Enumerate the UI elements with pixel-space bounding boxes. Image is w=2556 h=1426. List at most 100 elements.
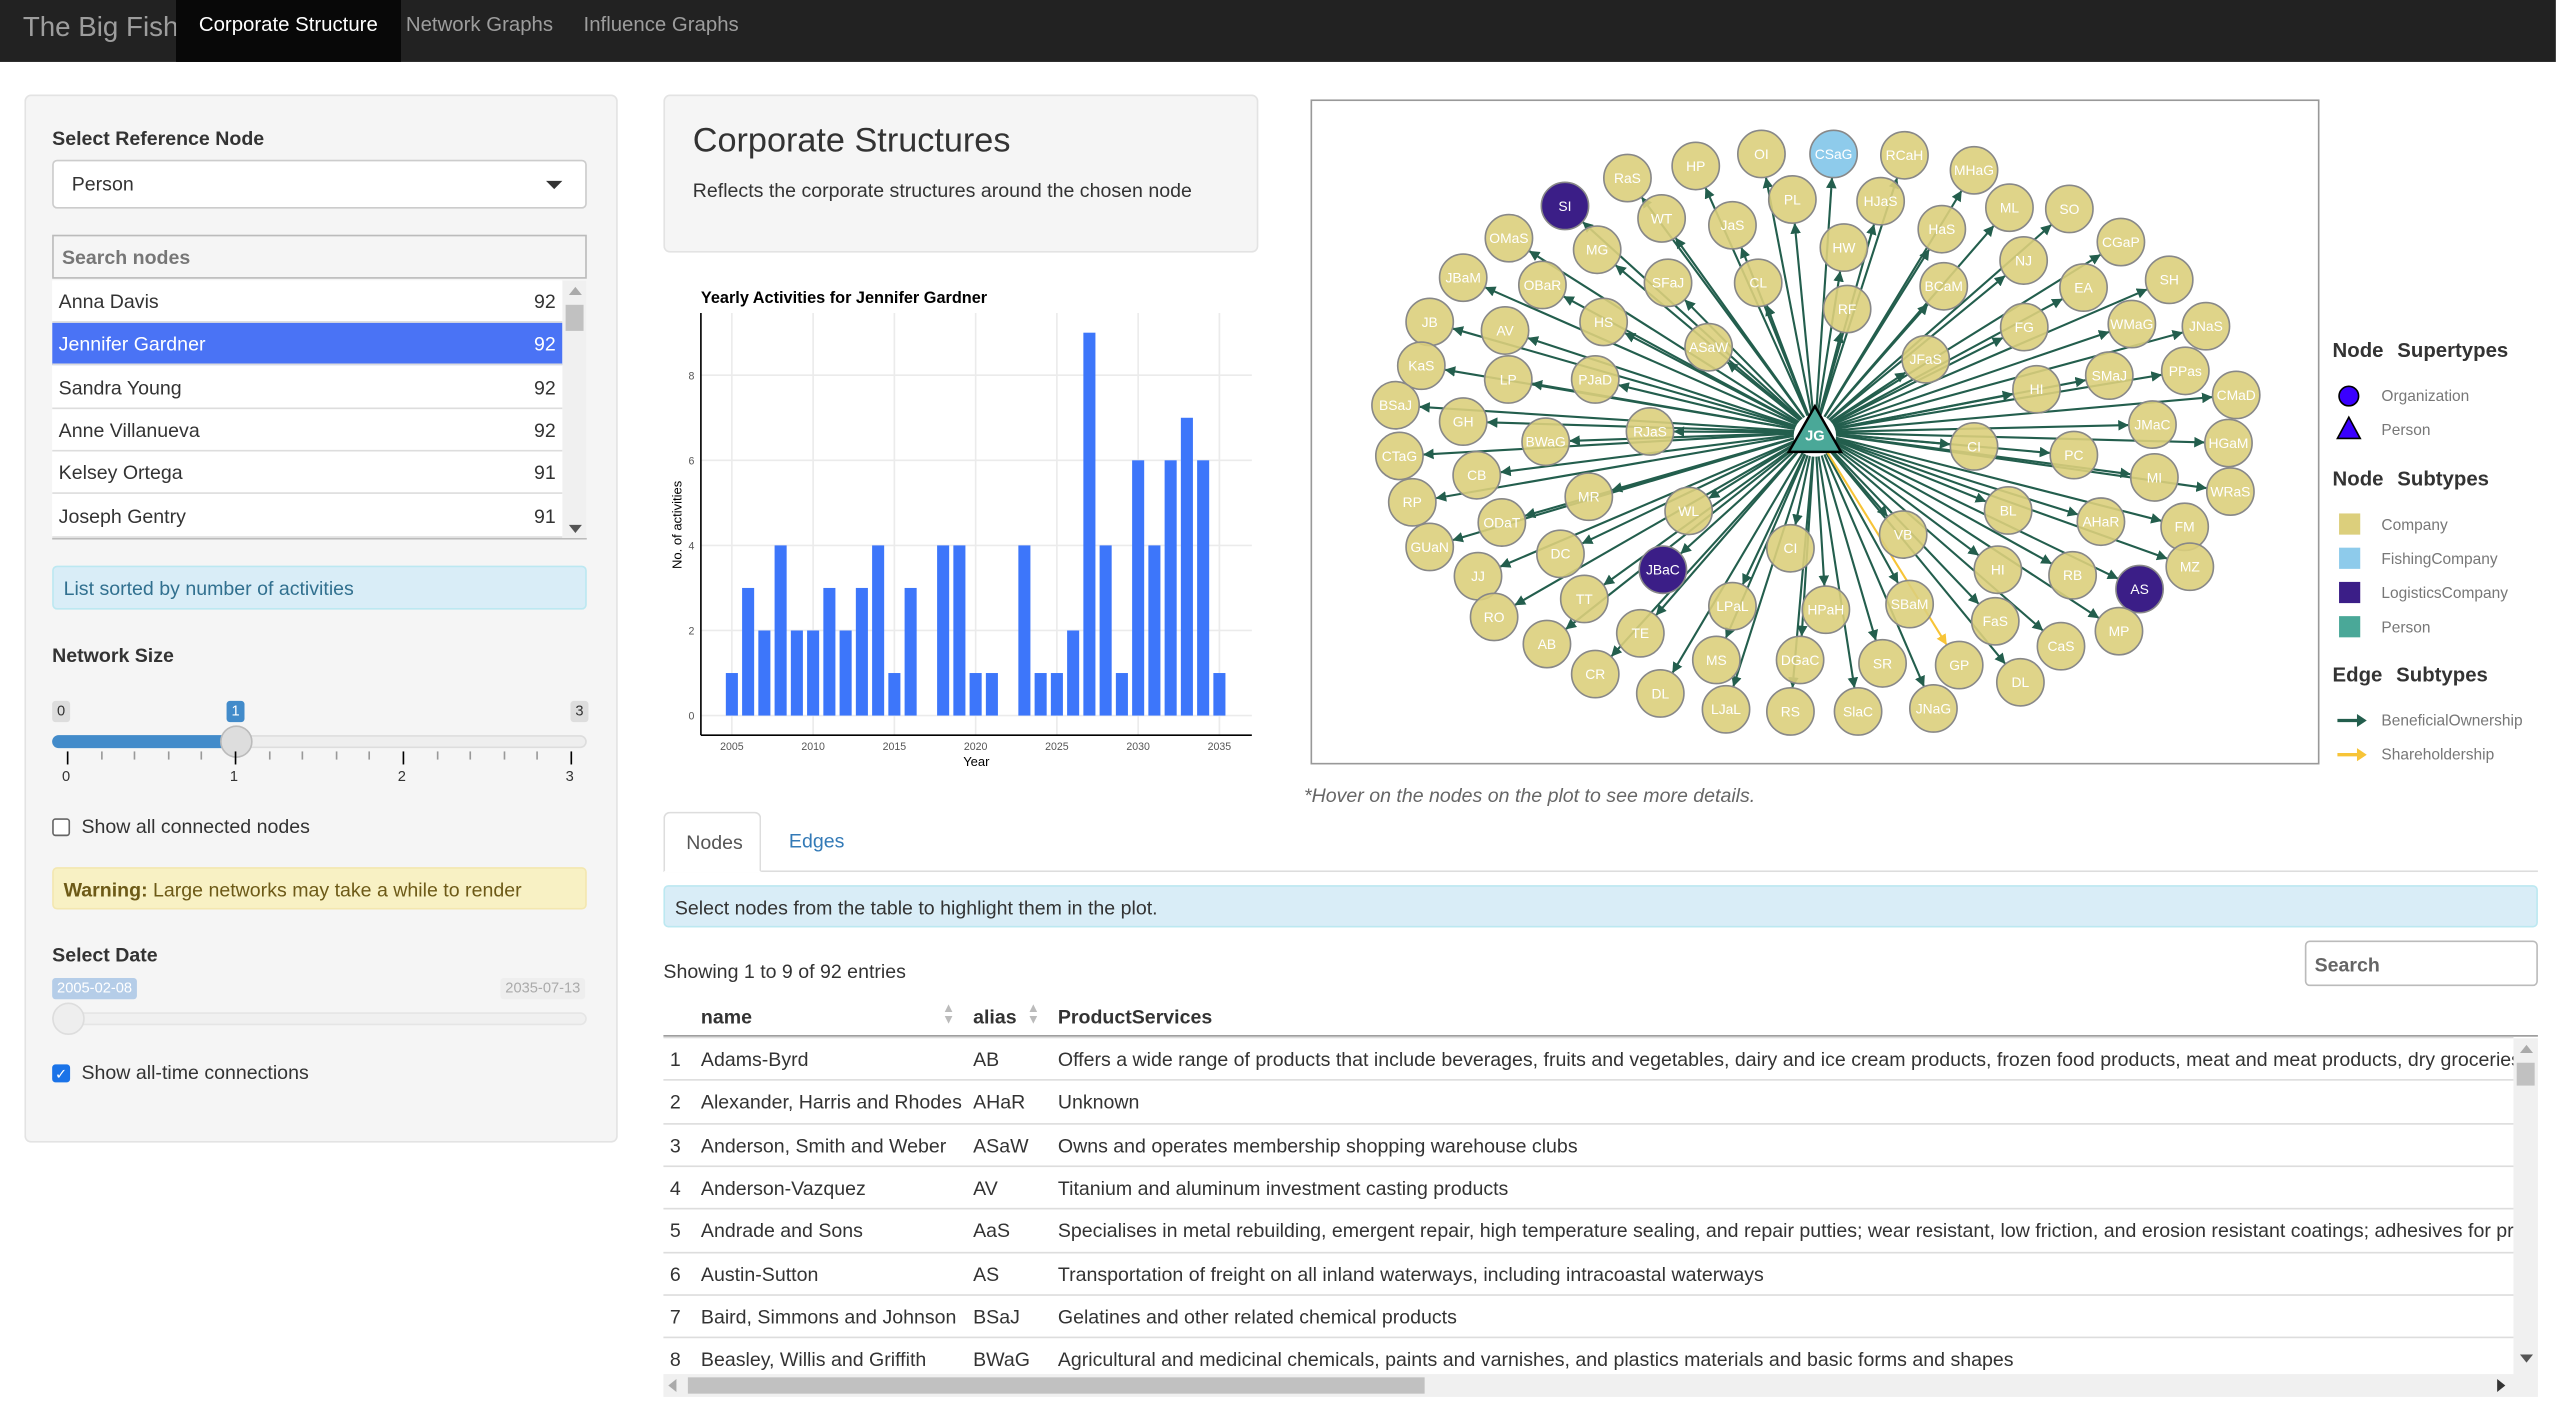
table-row[interactable]: 7 Baird, Simmons and Johnson BSaJ Gelatines… bbox=[663, 1293, 2514, 1336]
node-cmad[interactable]: CMaD bbox=[2211, 370, 2261, 420]
node-circle[interactable] bbox=[1973, 545, 2023, 595]
node-ahar[interactable]: AHaR bbox=[2076, 497, 2126, 547]
brand[interactable]: The Big Fish bbox=[22, 11, 179, 43]
scroll-left-icon[interactable] bbox=[668, 1378, 677, 1393]
node-bwag[interactable]: BWaG bbox=[1521, 417, 1571, 467]
node-circle[interactable] bbox=[1999, 236, 2049, 285]
node-si[interactable]: SI bbox=[1540, 181, 1590, 231]
node-list-item[interactable]: Kelsey Ortega 91 bbox=[52, 452, 563, 495]
table-row[interactable]: 1 Adams-Byrd AB Offers a wide range of prod… bbox=[663, 1036, 2514, 1079]
bar-2014[interactable] bbox=[872, 545, 885, 716]
bar-2035[interactable] bbox=[1213, 673, 1226, 716]
node-wt[interactable]: WT bbox=[1637, 193, 1687, 243]
table-search-input[interactable]: Search bbox=[2304, 940, 2538, 987]
tab-corporate-structure[interactable]: Corporate Structure bbox=[176, 0, 401, 62]
node-circle[interactable] bbox=[2128, 400, 2177, 450]
node-bcam[interactable]: BCaM bbox=[1919, 261, 1969, 311]
node-circle[interactable] bbox=[1801, 585, 1851, 635]
sort-icon[interactable]: ▲ ▼ bbox=[942, 1000, 956, 1027]
bar-2012[interactable] bbox=[839, 630, 852, 716]
node-circle[interactable] bbox=[1664, 486, 1714, 536]
alltime-checkbox[interactable]: ✓ bbox=[52, 1064, 71, 1083]
node-te[interactable]: TE bbox=[1615, 608, 1665, 658]
node-ctag[interactable]: CTaG bbox=[1374, 431, 1424, 481]
node-circle[interactable] bbox=[1733, 258, 1783, 308]
node-circle[interactable] bbox=[1570, 355, 1620, 404]
bar-2006[interactable] bbox=[742, 587, 755, 716]
node-ppas[interactable]: PPas bbox=[2160, 346, 2210, 396]
node-hi[interactable]: HI bbox=[2012, 364, 2061, 414]
node-kas[interactable]: KaS bbox=[1396, 341, 1446, 391]
node-pjad[interactable]: PJaD bbox=[1570, 355, 1620, 404]
node-circle[interactable] bbox=[2012, 364, 2061, 414]
node-circle[interactable] bbox=[1579, 297, 1629, 347]
node-lp[interactable]: LP bbox=[1483, 355, 1533, 404]
node-dc[interactable]: DC bbox=[1536, 529, 1585, 579]
table-row[interactable]: 6 Austin-Sutton AS Transportation of freigh… bbox=[663, 1251, 2514, 1293]
scroll-up-icon[interactable] bbox=[568, 286, 582, 296]
node-mz[interactable]: MZ bbox=[2165, 542, 2215, 592]
node-circle[interactable] bbox=[1934, 640, 1984, 690]
bar-2009[interactable] bbox=[790, 630, 803, 716]
node-circle[interactable] bbox=[1540, 181, 1590, 231]
node-circle[interactable] bbox=[2204, 418, 2253, 468]
node-obar[interactable]: OBaR bbox=[1517, 260, 1567, 310]
node-sh[interactable]: SH bbox=[2144, 255, 2194, 305]
node-circle[interactable] bbox=[1856, 176, 1906, 226]
node-bsaj[interactable]: BSaJ bbox=[1371, 380, 1421, 430]
search-nodes-input[interactable]: Search nodes bbox=[52, 234, 587, 279]
node-circle[interactable] bbox=[1671, 141, 1721, 191]
node-sbam[interactable]: SBaM bbox=[1885, 579, 1935, 629]
bar-2019[interactable] bbox=[953, 545, 966, 716]
node-dgac[interactable]: DGaC bbox=[1775, 635, 1825, 685]
scroll-thumb[interactable] bbox=[565, 304, 584, 331]
node-sfaj[interactable]: SFaJ bbox=[1643, 258, 1693, 308]
node-circle[interactable] bbox=[1999, 302, 2049, 352]
node-gp[interactable]: GP bbox=[1934, 640, 1984, 690]
node-circle[interactable] bbox=[2160, 346, 2210, 396]
node-circle[interactable] bbox=[1635, 668, 1685, 718]
node-mg[interactable]: MG bbox=[1572, 225, 1622, 275]
node-circle[interactable] bbox=[2205, 467, 2255, 517]
node-ljal[interactable]: LJaL bbox=[1701, 684, 1751, 734]
node-circle[interactable] bbox=[2144, 255, 2194, 305]
bar-2026[interactable] bbox=[1067, 630, 1080, 716]
node-circle[interactable] bbox=[1819, 223, 1869, 273]
node-hw[interactable]: HW bbox=[1819, 223, 1869, 273]
node-sr[interactable]: SR bbox=[1858, 638, 1907, 688]
bar-2024[interactable] bbox=[1034, 673, 1047, 716]
node-circle[interactable] bbox=[2036, 621, 2086, 671]
bar-2030[interactable] bbox=[1132, 460, 1145, 716]
node-circle[interactable] bbox=[1387, 477, 1437, 527]
node-circle[interactable] bbox=[1985, 183, 2034, 233]
node-mr[interactable]: MR bbox=[1564, 472, 1614, 522]
node-as[interactable]: AS bbox=[2115, 564, 2165, 614]
node-odat[interactable]: ODaT bbox=[1477, 498, 1527, 547]
node-hgam[interactable]: HGaM bbox=[2204, 418, 2253, 468]
bar-2011[interactable] bbox=[823, 587, 836, 716]
list-scrollbar[interactable] bbox=[562, 280, 587, 538]
node-csag[interactable]: CSaG bbox=[1809, 129, 1859, 179]
node-circle[interactable] bbox=[1885, 579, 1935, 629]
node-jmac[interactable]: JMaC bbox=[2128, 400, 2177, 450]
node-circle[interactable] bbox=[1708, 200, 1757, 250]
node-circle[interactable] bbox=[2076, 497, 2126, 547]
bar-2023[interactable] bbox=[1018, 545, 1031, 716]
node-cas[interactable]: CaS bbox=[2036, 621, 2086, 671]
node-jbam[interactable]: JBaM bbox=[1438, 253, 1488, 303]
node-circle[interactable] bbox=[2044, 184, 2094, 234]
sort-icon[interactable]: ▲ ▼ bbox=[1026, 1000, 1040, 1027]
node-circle[interactable] bbox=[1684, 322, 1734, 372]
date-slider-handle[interactable] bbox=[52, 1002, 85, 1036]
node-circle[interactable] bbox=[1438, 253, 1488, 303]
node-circle[interactable] bbox=[1522, 619, 1572, 669]
node-jb[interactable]: JB bbox=[1405, 297, 1455, 347]
node-fg[interactable]: FG bbox=[1999, 302, 2049, 352]
node-jas[interactable]: JaS bbox=[1708, 200, 1757, 250]
node-circle[interactable] bbox=[2129, 452, 2179, 502]
node-hpah[interactable]: HPaH bbox=[1801, 585, 1851, 635]
node-list-item[interactable]: Sandra Young 92 bbox=[52, 366, 563, 409]
node-circle[interactable] bbox=[1483, 355, 1533, 404]
node-circle[interactable] bbox=[1919, 261, 1969, 311]
node-circle[interactable] bbox=[2048, 550, 2098, 600]
